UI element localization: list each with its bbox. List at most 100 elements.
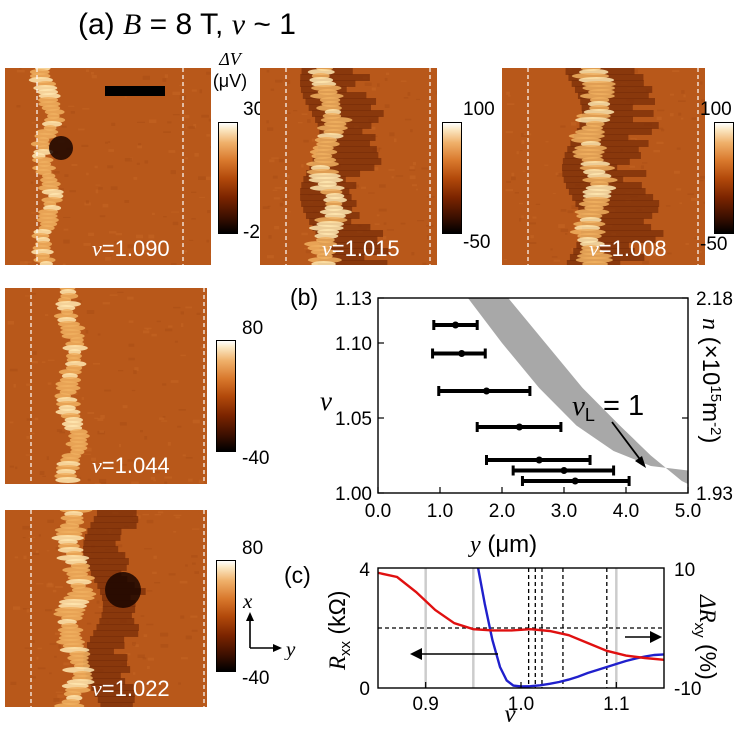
map-texture bbox=[84, 202, 91, 206]
map-texture bbox=[364, 82, 372, 86]
chart-b-xtick-label: 3.0 bbox=[551, 501, 577, 522]
map-dark-region bbox=[317, 260, 388, 265]
map-texture bbox=[82, 108, 90, 110]
map-texture bbox=[170, 380, 179, 383]
map-5-nu-label: ν=1.022 bbox=[92, 676, 170, 701]
map-dark-region bbox=[315, 152, 379, 159]
map-texture bbox=[136, 162, 140, 165]
map-texture bbox=[642, 260, 649, 265]
map-dark-region bbox=[101, 612, 132, 619]
map-texture bbox=[156, 320, 161, 323]
map-dark-region bbox=[89, 636, 125, 643]
map-texture bbox=[46, 550, 50, 552]
map-texture bbox=[426, 196, 435, 198]
map-texture bbox=[142, 513, 150, 516]
map-texture bbox=[171, 263, 177, 265]
map-dark-region bbox=[576, 128, 652, 135]
map-texture bbox=[24, 295, 30, 297]
map-dark-region bbox=[319, 242, 383, 249]
map-texture bbox=[153, 555, 157, 559]
map-texture bbox=[133, 370, 137, 375]
map-texture bbox=[88, 232, 95, 237]
map-texture bbox=[371, 87, 376, 91]
chart-b-ytick-label: 1.00 bbox=[335, 484, 372, 505]
map-texture bbox=[146, 519, 154, 524]
chart-c-xtick-label: 1.0 bbox=[508, 694, 534, 715]
map-texture bbox=[35, 583, 44, 585]
map-texture bbox=[395, 175, 404, 177]
map-texture bbox=[273, 197, 280, 200]
map-dark-region bbox=[90, 522, 137, 529]
map-dark-region bbox=[579, 236, 656, 243]
map-texture bbox=[669, 93, 675, 96]
map-texture bbox=[114, 544, 123, 548]
colorbar-2 bbox=[442, 122, 462, 234]
map-texture bbox=[435, 90, 437, 95]
map-texture bbox=[385, 72, 390, 76]
map-edge-stripe bbox=[53, 313, 79, 319]
map-texture bbox=[278, 159, 284, 163]
map-texture bbox=[127, 459, 134, 462]
chart-b-xtick-label: 0.0 bbox=[365, 501, 391, 522]
map-texture bbox=[9, 368, 18, 372]
map-texture bbox=[162, 383, 167, 386]
map-texture bbox=[34, 417, 39, 421]
map-texture bbox=[37, 647, 42, 650]
map-texture bbox=[15, 466, 18, 470]
map-texture bbox=[132, 644, 139, 648]
nu-value: ~ 1 bbox=[245, 8, 296, 41]
map-texture bbox=[297, 121, 303, 124]
map-texture bbox=[571, 205, 579, 209]
map-texture bbox=[374, 223, 380, 226]
map-texture bbox=[12, 606, 21, 610]
map-texture bbox=[210, 253, 211, 256]
chart-b-ylabel: ν bbox=[320, 386, 332, 416]
map-texture bbox=[91, 74, 97, 79]
map-dark-region bbox=[102, 606, 136, 613]
map-texture bbox=[57, 694, 65, 698]
map-texture bbox=[699, 179, 704, 182]
map-texture bbox=[678, 100, 686, 102]
map-texture bbox=[657, 109, 665, 112]
map-texture bbox=[9, 421, 14, 424]
map-texture bbox=[125, 653, 131, 656]
map-dark-region bbox=[300, 74, 370, 81]
map-edge-stripe bbox=[575, 117, 611, 123]
map-texture bbox=[206, 332, 207, 335]
map-texture bbox=[46, 456, 49, 460]
map-edge-stripe bbox=[32, 165, 57, 171]
map-texture bbox=[194, 571, 199, 574]
map-texture bbox=[90, 71, 94, 75]
map-texture bbox=[26, 435, 30, 439]
map-texture bbox=[127, 244, 136, 249]
map-texture bbox=[301, 164, 304, 168]
map-texture bbox=[100, 414, 105, 419]
map-texture bbox=[85, 447, 92, 452]
map-texture bbox=[669, 113, 674, 117]
map-texture bbox=[31, 122, 36, 124]
colorbar-2-max: 100 bbox=[463, 99, 495, 120]
chart-b-point bbox=[571, 477, 579, 485]
map-texture bbox=[411, 251, 415, 256]
map-dark-region bbox=[85, 558, 129, 565]
map-texture bbox=[206, 239, 210, 243]
map-edge-stripe bbox=[307, 257, 342, 263]
map-dark-region bbox=[311, 110, 384, 117]
map-texture bbox=[167, 441, 171, 446]
map-texture bbox=[199, 89, 203, 94]
map-texture bbox=[160, 632, 169, 637]
map-texture bbox=[379, 184, 386, 188]
map-texture bbox=[407, 92, 411, 96]
chart-b-ytick-label: 1.10 bbox=[335, 334, 372, 355]
map-dark-region bbox=[319, 134, 376, 141]
map-texture bbox=[147, 657, 155, 661]
map-texture bbox=[168, 150, 176, 153]
map-texture bbox=[150, 242, 155, 245]
chart-c: 0.9 1.0 1.1 4 0 10 -10 (c) Rxx (kΩ) ν ΔRxy (%) bbox=[284, 560, 721, 728]
map-dark-region bbox=[317, 236, 378, 243]
colorbar-3 bbox=[714, 122, 734, 234]
map-edge-stripe bbox=[582, 177, 618, 183]
map-texture bbox=[59, 431, 65, 434]
map-texture bbox=[550, 248, 553, 251]
map-texture bbox=[409, 169, 416, 171]
